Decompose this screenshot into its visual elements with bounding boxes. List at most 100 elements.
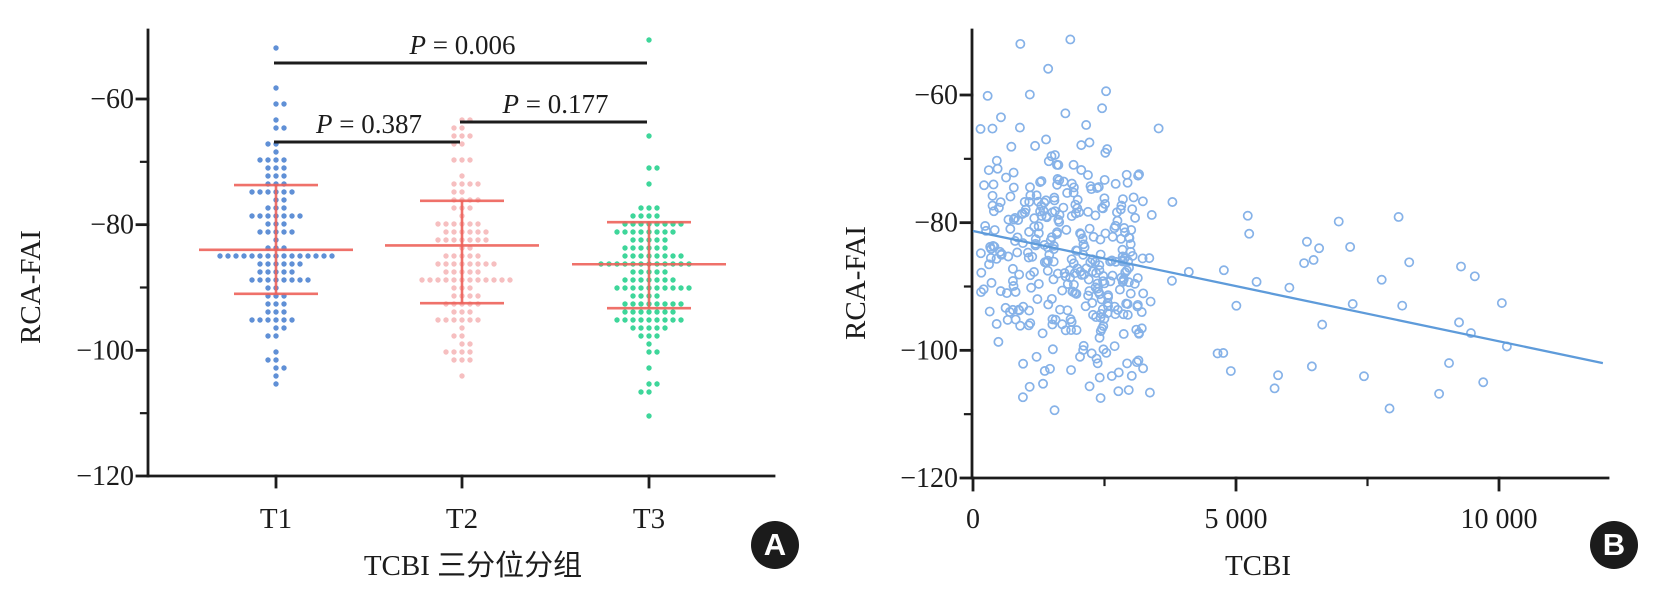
data-point [670, 317, 676, 323]
data-point [1085, 181, 1096, 192]
data-point [1091, 353, 1102, 364]
swarm-group-T2 [419, 117, 513, 379]
data-point [1065, 314, 1076, 325]
data-point [281, 205, 287, 211]
data-point [646, 365, 652, 371]
x-category-label: T1 [260, 503, 292, 535]
data-point [451, 125, 457, 131]
data-point [1126, 370, 1137, 381]
data-point [638, 285, 644, 291]
data-point [273, 101, 279, 107]
data-point [273, 157, 279, 163]
data-point [257, 261, 263, 267]
axes [959, 28, 1610, 492]
data-point [1127, 204, 1138, 215]
data-point [1117, 194, 1128, 205]
data-point [980, 221, 991, 231]
data-point [985, 253, 996, 263]
data-point [1007, 276, 1018, 286]
data-point [1025, 318, 1036, 329]
data-point [1133, 328, 1144, 338]
data-point [281, 325, 287, 331]
data-point [1042, 265, 1053, 276]
data-point [1002, 314, 1013, 325]
data-point [475, 269, 481, 275]
data-point [1005, 223, 1016, 234]
data-point [638, 245, 644, 251]
data-point [265, 189, 271, 195]
data-point [1043, 156, 1054, 167]
errorbar-T2 [385, 199, 539, 305]
data-point [638, 269, 644, 275]
data-point [670, 277, 676, 283]
data-point [630, 317, 636, 323]
data-point [475, 181, 481, 187]
data-point [646, 333, 652, 339]
data-point [975, 124, 986, 134]
data-point [1121, 265, 1132, 276]
data-point [443, 349, 449, 355]
data-point [614, 229, 620, 235]
data-point [638, 237, 644, 243]
data-point [1006, 141, 1017, 152]
data-point [451, 229, 457, 235]
data-point [459, 181, 465, 187]
data-point [1081, 120, 1092, 130]
data-point [996, 248, 1007, 259]
data-point [986, 277, 997, 288]
trend-line [972, 229, 1604, 365]
data-point [654, 285, 660, 291]
data-point [646, 309, 652, 315]
data-point [1058, 202, 1069, 213]
data-point [467, 205, 473, 211]
data-point [483, 261, 489, 267]
data-point [265, 317, 271, 323]
data-point [1101, 347, 1112, 358]
data-point [1218, 265, 1229, 276]
data-point [1116, 200, 1127, 211]
data-point [1032, 294, 1043, 305]
data-point [979, 180, 990, 191]
data-point [1086, 348, 1097, 359]
data-point [1090, 256, 1101, 267]
data-point [289, 269, 295, 275]
y-tick-label: −80 [914, 208, 958, 239]
data-point [1126, 224, 1137, 235]
data-point [273, 349, 279, 355]
data-point [281, 253, 287, 259]
data-point [1113, 386, 1124, 397]
data-point [1033, 196, 1044, 207]
data-point [1059, 268, 1070, 279]
data-point [1132, 301, 1143, 312]
x-axis-title: TCBI [1225, 550, 1291, 582]
data-point [273, 45, 279, 51]
data-point [1029, 266, 1039, 277]
data-point [1106, 371, 1117, 381]
data-point [1242, 210, 1253, 221]
panel-a-chart: −60 −80 −100 −120 T1 T2 T3 RCA-FAI TCBI 三分位分组 P =… [15, 28, 776, 582]
data-point [289, 277, 295, 283]
data-point [1128, 192, 1139, 203]
data-point [670, 285, 676, 291]
data-point [217, 253, 223, 259]
data-point [241, 253, 247, 259]
data-point [1066, 211, 1077, 222]
data-point [991, 155, 1002, 166]
data-point [1308, 255, 1319, 265]
data-point [1284, 282, 1295, 293]
data-point [281, 197, 287, 203]
data-point [1136, 307, 1147, 318]
data-point [1107, 270, 1118, 281]
data-point [1097, 103, 1108, 114]
data-point [451, 253, 457, 259]
errorbar-T1 [199, 183, 353, 296]
data-point [646, 381, 652, 387]
data-point [443, 229, 449, 235]
data-point [443, 237, 449, 243]
data-point [1071, 325, 1082, 336]
data-point [475, 229, 481, 235]
data-point [1054, 175, 1065, 186]
data-point [475, 237, 481, 243]
data-point [1024, 89, 1035, 100]
axes [135, 28, 776, 489]
